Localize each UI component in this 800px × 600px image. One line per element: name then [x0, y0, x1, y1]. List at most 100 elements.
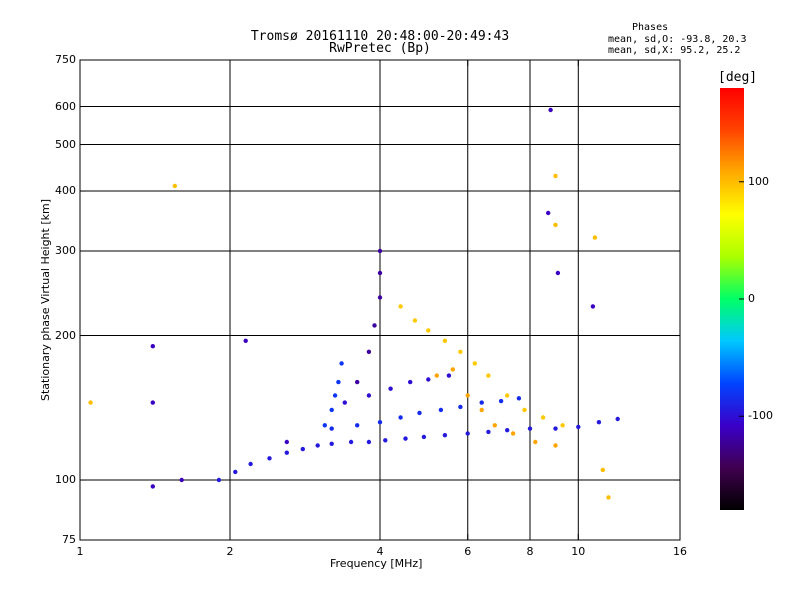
data-point-s6: [533, 439, 538, 445]
data-point-s8: [172, 183, 177, 189]
y-tick-label: 300: [55, 244, 76, 257]
data-point-s0: [233, 469, 238, 475]
data-point-s2: [342, 400, 347, 405]
data-point-s7: [590, 304, 596, 309]
data-point-s5: [560, 423, 565, 428]
data-point-s7: [150, 400, 155, 405]
data-point-s8: [592, 235, 598, 240]
x-tick-label: 4: [376, 545, 384, 558]
data-point-s6: [553, 443, 558, 448]
x-tick-label: 1: [76, 545, 84, 558]
data-point-s7: [284, 439, 289, 445]
x-tick-label: 10: [571, 545, 586, 558]
data-point-s6: [492, 423, 497, 428]
y-tick-label: 100: [55, 473, 76, 487]
data-point-s0: [403, 436, 408, 441]
data-point-s2: [446, 373, 452, 378]
data-point-s1: [516, 396, 522, 401]
data-point-s0: [267, 456, 272, 461]
x-axis-label: Frequency [MHz]: [330, 557, 423, 570]
data-point-s1: [377, 420, 383, 425]
grid-lines: [80, 60, 680, 540]
data-point-s0: [615, 416, 620, 422]
data-point-s8: [88, 400, 93, 405]
data-point-s3: [355, 379, 360, 385]
data-point-s1: [355, 423, 360, 428]
data-point-s1: [438, 407, 444, 413]
data-point-s2: [426, 377, 431, 382]
data-point-s8: [553, 222, 558, 228]
data-point-s6: [479, 407, 484, 413]
data-point-s4: [322, 423, 327, 428]
legend-title: Phases: [632, 22, 669, 33]
y-axis-label: Stationary phase Virtual Height [km]: [39, 198, 52, 402]
data-point-s7: [179, 477, 184, 483]
colorbar-tick-label: 100: [748, 174, 769, 188]
data-point-s6: [450, 367, 455, 372]
data-point-s0: [348, 439, 354, 445]
data-point-s1: [417, 410, 422, 416]
data-point-s7: [150, 484, 155, 489]
data-point-s4: [339, 361, 344, 366]
data-point-s5: [540, 415, 546, 420]
data-point-s0: [421, 434, 427, 440]
data-point-s7: [555, 270, 561, 276]
y-tick-label: 400: [55, 184, 76, 198]
chart-subtitle: RwPretec (Bp): [329, 41, 431, 56]
data-point-s2: [408, 379, 413, 385]
data-point-s0: [383, 438, 388, 443]
y-tick-label: 75: [62, 533, 76, 546]
data-point-s0: [315, 443, 320, 448]
data-point-s0: [553, 426, 558, 431]
colorbar-tick-label: -100: [748, 409, 773, 423]
data-point-s3: [377, 270, 383, 276]
data-point-s0: [442, 433, 448, 438]
data-point-s3: [377, 248, 383, 254]
data-point-s0: [248, 461, 253, 467]
colorbar-ticks: [739, 181, 744, 417]
data-point-s0: [465, 431, 470, 436]
data-point-s5: [505, 393, 510, 398]
legend-line-x: mean, sd,X: 95.2, 25.2: [608, 45, 741, 56]
data-point-s0: [284, 450, 289, 455]
data-point-s3: [366, 349, 372, 354]
data-point-s0: [366, 439, 372, 445]
data-point-s4: [329, 407, 334, 413]
x-tick-label: 16: [673, 545, 687, 558]
data-point-s0: [486, 429, 491, 435]
data-point-s0: [596, 420, 602, 425]
data-point-s3: [377, 295, 383, 300]
data-point-s1: [479, 400, 484, 405]
data-point-s5: [522, 407, 527, 413]
x-tick-label: 2: [226, 545, 234, 558]
data-point-s5: [442, 338, 448, 343]
data-point-s0: [527, 426, 533, 431]
colorbar-label: [deg]: [718, 70, 758, 85]
data-point-s4: [336, 379, 341, 385]
data-point-s0: [216, 477, 222, 483]
data-point-s7: [548, 107, 553, 113]
data-point-s1: [458, 404, 463, 410]
data-point-s1: [398, 415, 403, 420]
data-point-s1: [498, 398, 504, 404]
axis-ticks: [79, 59, 681, 541]
data-point-s0: [329, 441, 334, 446]
data-point-s6: [510, 431, 516, 436]
colorbar-tick-label: 0: [748, 292, 755, 305]
data-points: [88, 107, 620, 500]
data-point-s5: [412, 318, 418, 323]
data-point-s5: [472, 361, 477, 366]
y-tick-label: 600: [55, 99, 76, 113]
data-point-s0: [300, 446, 305, 452]
data-point-s8: [553, 173, 558, 179]
data-point-s2: [388, 386, 393, 391]
x-tick-label: 6: [464, 545, 472, 558]
y-tick-label: 500: [55, 137, 76, 151]
data-point-s4: [332, 393, 338, 398]
data-point-s2: [366, 393, 372, 398]
data-point-s7: [243, 338, 248, 343]
data-point-s5: [398, 304, 403, 309]
data-point-s7: [546, 210, 551, 216]
